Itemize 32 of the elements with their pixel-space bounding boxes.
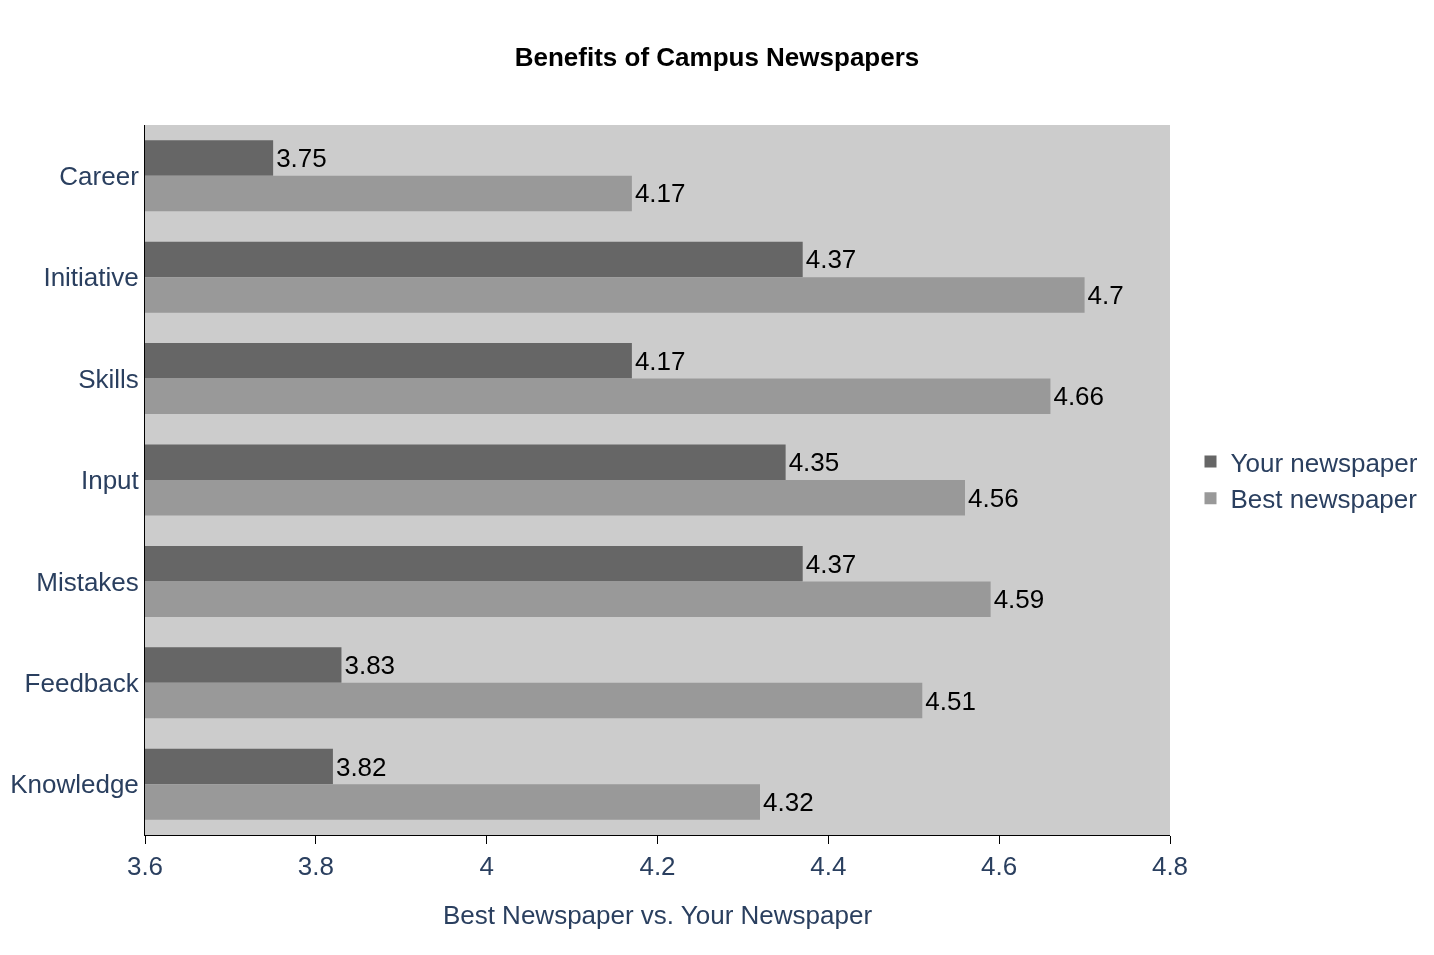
data-label: 4.17: [634, 345, 686, 376]
data-label: 4.35: [788, 447, 840, 478]
data-label: 4.59: [993, 584, 1045, 615]
y-tick-label: Initiative: [43, 262, 139, 293]
data-label: 4.32: [763, 787, 814, 818]
data-label: 4.37: [805, 548, 857, 579]
y-tick-label: Input: [80, 465, 140, 496]
data-label: 4.17: [634, 178, 686, 209]
data-label: 4.7: [1087, 279, 1124, 310]
x-tick-label: 4.2: [639, 851, 676, 882]
legend-label: Best newspaper: [1230, 484, 1418, 515]
data-label: 4.56: [968, 482, 1019, 513]
x-tick-label: 3.8: [297, 851, 334, 882]
x-tick-label: 4: [479, 851, 494, 882]
data-label: 4.37: [805, 244, 857, 275]
y-tick-label: Feedback: [24, 667, 140, 698]
x-tick-label: 3.6: [126, 851, 164, 882]
x-tick-label: 4.4: [810, 851, 847, 882]
data-label: 4.66: [1053, 381, 1105, 412]
x-axis-title: Best Newspaper vs. Your Newspaper: [442, 899, 873, 930]
x-tick-label: 4.6: [981, 851, 1018, 882]
data-label: 3.82: [335, 751, 387, 782]
data-label: 3.83: [344, 650, 396, 681]
y-tick-label: Mistakes: [36, 566, 139, 597]
y-tick-label: Career: [59, 160, 140, 191]
x-tick-label: 4.8: [1151, 851, 1189, 882]
y-tick-label: Skills: [78, 363, 139, 394]
data-label: 3.75: [276, 142, 327, 173]
chart-title: Benefits of Campus Newspapers: [514, 41, 920, 72]
data-label: 4.51: [925, 685, 976, 716]
legend-label: Your newspaper: [1230, 447, 1418, 478]
y-tick-label: Knowledge: [10, 769, 139, 800]
